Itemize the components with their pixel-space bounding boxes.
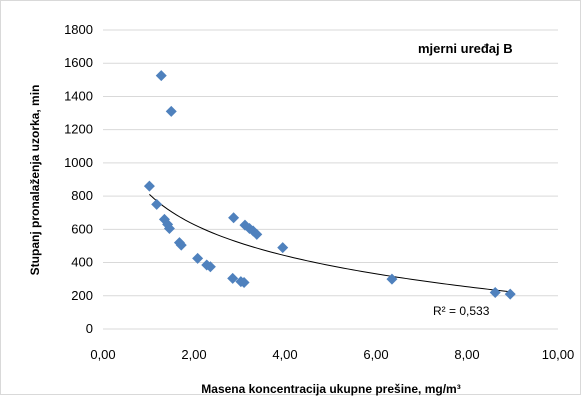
y-tick-label: 400 (71, 255, 93, 270)
data-point (277, 242, 289, 254)
data-point (151, 198, 163, 210)
y-tick-label: 800 (71, 188, 93, 203)
trendline-layer (149, 193, 511, 293)
data-point (386, 273, 398, 285)
trendline (149, 193, 511, 293)
x-tick-label: 6,00 (363, 347, 388, 362)
data-points (143, 70, 516, 300)
x-axis-ticks: 0,00 2,00 4,00 6,00 8,00 10,00 (90, 347, 574, 362)
y-tick-label: 0 (86, 321, 93, 336)
device-label: mjerni uređaj B (418, 41, 513, 56)
x-tick-label: 4,00 (272, 347, 297, 362)
x-axis-title: Masena koncentracija ukupne prešine, mg/… (201, 382, 460, 396)
data-point (155, 70, 167, 82)
x-tick-label: 0,00 (90, 347, 115, 362)
y-tick-label: 1400 (64, 88, 93, 103)
data-point (228, 212, 240, 224)
data-point (251, 228, 263, 240)
y-tick-label: 200 (71, 288, 93, 303)
y-tick-label: 600 (71, 221, 93, 236)
data-point (163, 223, 175, 235)
y-tick-label: 1000 (64, 155, 93, 170)
data-point (143, 180, 155, 192)
x-tick-label: 2,00 (181, 347, 206, 362)
data-point (238, 276, 250, 288)
data-point (165, 105, 177, 117)
data-point (175, 239, 187, 251)
y-axis-title: Stupanj pronalaženja uzorka, min (28, 85, 42, 276)
data-point (192, 252, 204, 264)
x-tick-label: 8,00 (454, 347, 479, 362)
r-squared-label: R² = 0,533 (433, 304, 490, 318)
x-tick-label: 10,00 (542, 347, 575, 362)
y-tick-label: 1600 (64, 55, 93, 70)
data-point (504, 288, 516, 300)
data-point (489, 286, 501, 298)
y-tick-label: 1200 (64, 122, 93, 137)
gridlines (103, 29, 558, 330)
data-point (204, 261, 216, 273)
y-tick-label: 1800 (64, 22, 93, 37)
y-axis-ticks: 0 200 400 600 800 1000 1200 1400 1600 1800 (64, 22, 93, 336)
data-point (227, 272, 239, 284)
